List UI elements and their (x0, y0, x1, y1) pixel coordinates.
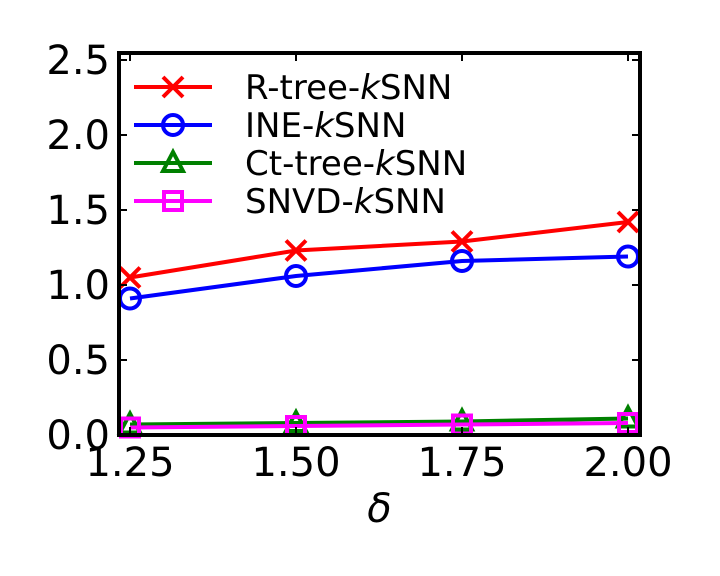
y-axis: 0.0 0.5 1.0 1.5 2.0 2.5 (46, 38, 640, 459)
legend-entry: SNVD-kSNN (134, 182, 446, 222)
series-r-tree-ksnn (118, 210, 640, 289)
y-tick-label: 1.5 (46, 188, 110, 234)
data-point-marker (284, 239, 308, 262)
x-tick-label: 1.50 (251, 440, 340, 486)
y-tick-label: 0.0 (46, 413, 110, 459)
plot-marks (116, 210, 642, 439)
series-ine-ksnn (118, 244, 640, 311)
data-point-marker (450, 230, 474, 253)
legend-entry: Ct-tree-kSNN (134, 144, 467, 184)
data-point-marker (450, 249, 474, 273)
series-line (129, 421, 629, 430)
x-tick-label: 1.25 (85, 440, 174, 486)
legend-marker (159, 147, 187, 173)
data-point-marker (616, 210, 640, 234)
y-tick-label: 0.5 (46, 338, 110, 384)
legend-marker (161, 113, 185, 137)
legend-label: Ct-tree-kSNN (245, 144, 467, 184)
legend-marker (162, 190, 184, 212)
x-axis: 1.25 1.50 1.75 2.00 (85, 53, 673, 486)
legend-label: SNVD-kSNN (245, 182, 446, 222)
x-tick-label: 2.00 (583, 440, 672, 486)
x-tick-label: 1.75 (417, 440, 506, 486)
y-tick-label: 1.0 (46, 263, 110, 309)
legend-entry: INE-kSNN (134, 106, 406, 146)
legend-entry: R-tree-kSNN (134, 68, 452, 108)
series-line (129, 254, 629, 301)
data-point-marker (614, 403, 642, 429)
plot-frame (117, 51, 642, 437)
series-line (129, 416, 629, 427)
data-point-marker (284, 264, 308, 288)
legend-label: INE-kSNN (245, 106, 406, 146)
series-ct-tree-ksnn (116, 403, 642, 435)
y-tick-label: 2.0 (46, 113, 110, 159)
x-axis-label: δ (367, 486, 391, 532)
legend-marker (161, 75, 185, 99)
legend-label: R-tree-kSNN (245, 68, 452, 108)
series-line (129, 220, 629, 280)
y-tick-label: 2.5 (46, 38, 110, 84)
